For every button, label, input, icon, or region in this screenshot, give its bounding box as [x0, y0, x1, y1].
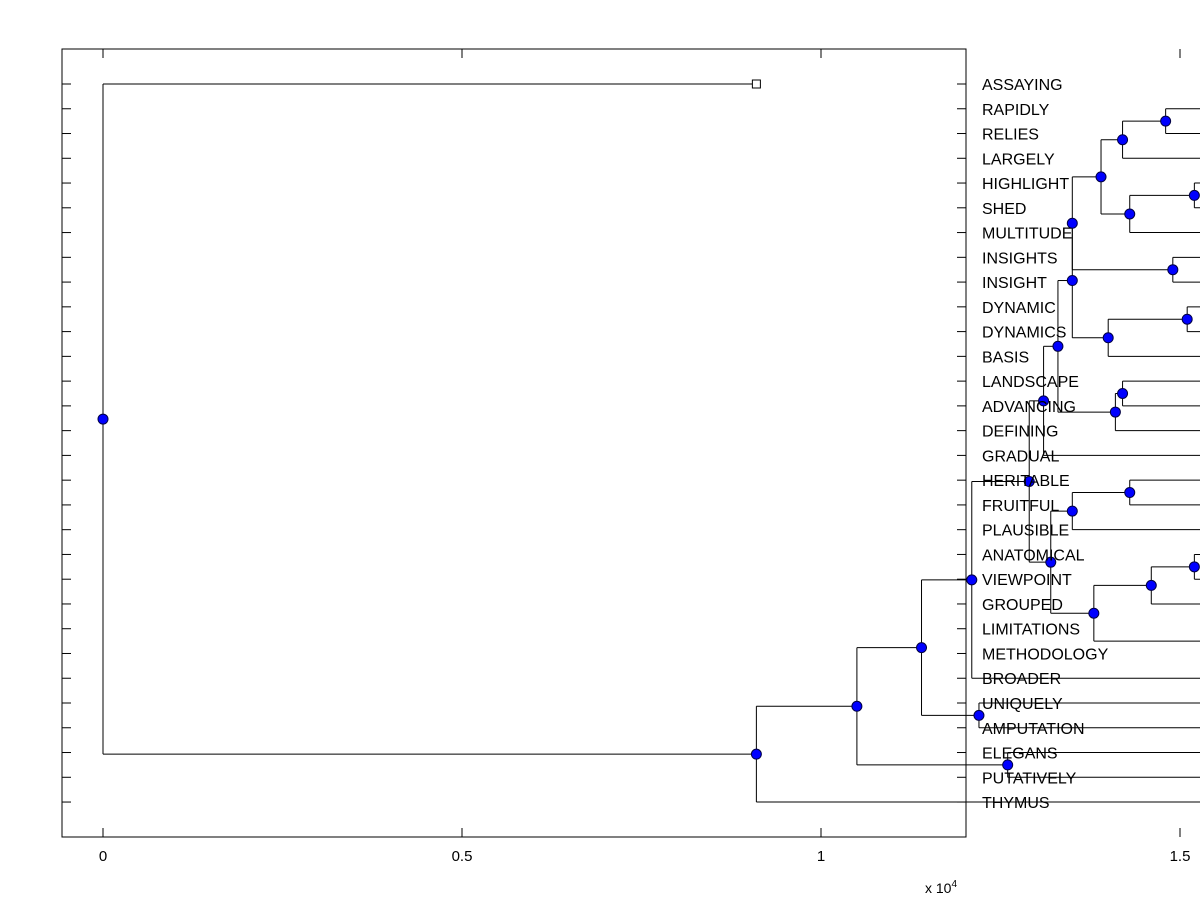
- leaf-label-methodology: METHODOLOGY: [982, 646, 1109, 663]
- x-tick-label: 1: [817, 848, 825, 865]
- cluster-node-marker: [851, 700, 863, 712]
- leaf-label-limitations: LIMITATIONS: [982, 622, 1080, 639]
- leaf-label-insight: INSIGHT: [982, 275, 1047, 292]
- leaf-label-rapidly: RAPIDLY: [982, 102, 1050, 119]
- cluster-node-marker: [1124, 487, 1136, 499]
- cluster-node-marker: [1117, 134, 1129, 146]
- leaf-label-basis: BASIS: [982, 349, 1029, 366]
- cluster-node-marker: [1117, 388, 1129, 399]
- leaf-label-multitude: MULTITUDE: [982, 226, 1072, 243]
- cluster-node-marker: [1181, 313, 1193, 325]
- leaf-label-largely: LARGELY: [982, 151, 1055, 168]
- leaf-label-heritable: HERITABLE: [982, 473, 1070, 490]
- cluster-node-marker: [1045, 556, 1057, 568]
- leaf-marker-assaying: [751, 79, 761, 89]
- cluster-node-marker: [1160, 115, 1172, 127]
- cluster-node-marker: [1167, 264, 1179, 276]
- leaf-label-elegans: ELEGANS: [982, 746, 1058, 763]
- leaf-label-fruitful: FRUITFUL: [982, 498, 1059, 515]
- cluster-node-marker: [1109, 406, 1121, 418]
- cluster-node-marker: [1066, 275, 1078, 287]
- node-markers: [97, 115, 1200, 771]
- x-axis-ticks: 00.511.52: [99, 49, 1191, 865]
- cluster-node-marker: [1038, 395, 1050, 407]
- leaf-label-broader: BROADER: [982, 671, 1061, 688]
- leaf-markers: [751, 79, 761, 89]
- cluster-node-marker: [1188, 561, 1200, 573]
- leaf-label-plausible: PLAUSIBLE: [982, 523, 1069, 540]
- leaf-label-dynamic: DYNAMIC: [982, 300, 1056, 317]
- cluster-node-marker: [750, 748, 762, 760]
- leaf-label-uniquely: UNIQUELY: [982, 696, 1063, 713]
- cluster-node-marker: [1095, 171, 1107, 183]
- cluster-node-marker: [1145, 579, 1157, 591]
- leaf-label-insights: INSIGHTS: [982, 250, 1058, 267]
- x-tick-label: 0: [99, 848, 107, 865]
- cluster-node-marker: [1066, 217, 1078, 229]
- cluster-node-marker: [1124, 208, 1136, 220]
- leaf-label-highlight: HIGHLIGHT: [982, 176, 1069, 193]
- leaf-label-defining: DEFINING: [982, 424, 1058, 441]
- cluster-node-marker: [1102, 332, 1114, 344]
- x-axis-scale-label: x 104: [925, 879, 957, 896]
- leaf-label-viewpoint: VIEWPOINT: [982, 572, 1072, 589]
- cluster-node-marker: [1066, 505, 1078, 517]
- cluster-node-marker: [1002, 759, 1014, 771]
- cluster-node-marker: [97, 413, 109, 425]
- leaf-label-grouped: GROUPED: [982, 597, 1063, 614]
- x-tick-label: 1.5: [1170, 848, 1191, 865]
- leaf-label-shed: SHED: [982, 201, 1026, 218]
- leaf-label-advancing: ADVANCING: [982, 399, 1076, 416]
- leaf-label-dynamics: DYNAMICS: [982, 325, 1066, 342]
- cluster-node-marker: [973, 709, 985, 721]
- leaf-label-relies: RELIES: [982, 127, 1039, 144]
- cluster-node-marker: [1052, 340, 1064, 352]
- leaf-label-assaying: ASSAYING: [982, 77, 1063, 94]
- y-axis-ticks: [62, 83, 966, 803]
- leaf-label-thymus: THYMUS: [982, 795, 1050, 812]
- cluster-node-marker: [1188, 189, 1200, 201]
- cluster-node-marker: [1023, 476, 1035, 488]
- leaf-label-landscape: LANDSCAPE: [982, 374, 1079, 391]
- cluster-node-marker: [966, 574, 978, 586]
- x-tick-label: 0.5: [452, 848, 473, 865]
- cluster-node-marker: [1088, 607, 1100, 619]
- cluster-node-marker: [916, 642, 928, 654]
- leaf-label-putatively: PUTATIVELY: [982, 770, 1077, 787]
- leaf-labels: ASSAYING RAPIDLY RELIES LARGELY HIGHLIGHT SHE…: [982, 77, 1109, 812]
- leaf-label-anatomical: ANATOMICAL: [982, 547, 1085, 564]
- plot-area-frame: [61, 48, 967, 838]
- leaf-label-amputation: AMPUTATION: [982, 721, 1085, 738]
- leaf-label-gradual: GRADUAL: [982, 448, 1059, 465]
